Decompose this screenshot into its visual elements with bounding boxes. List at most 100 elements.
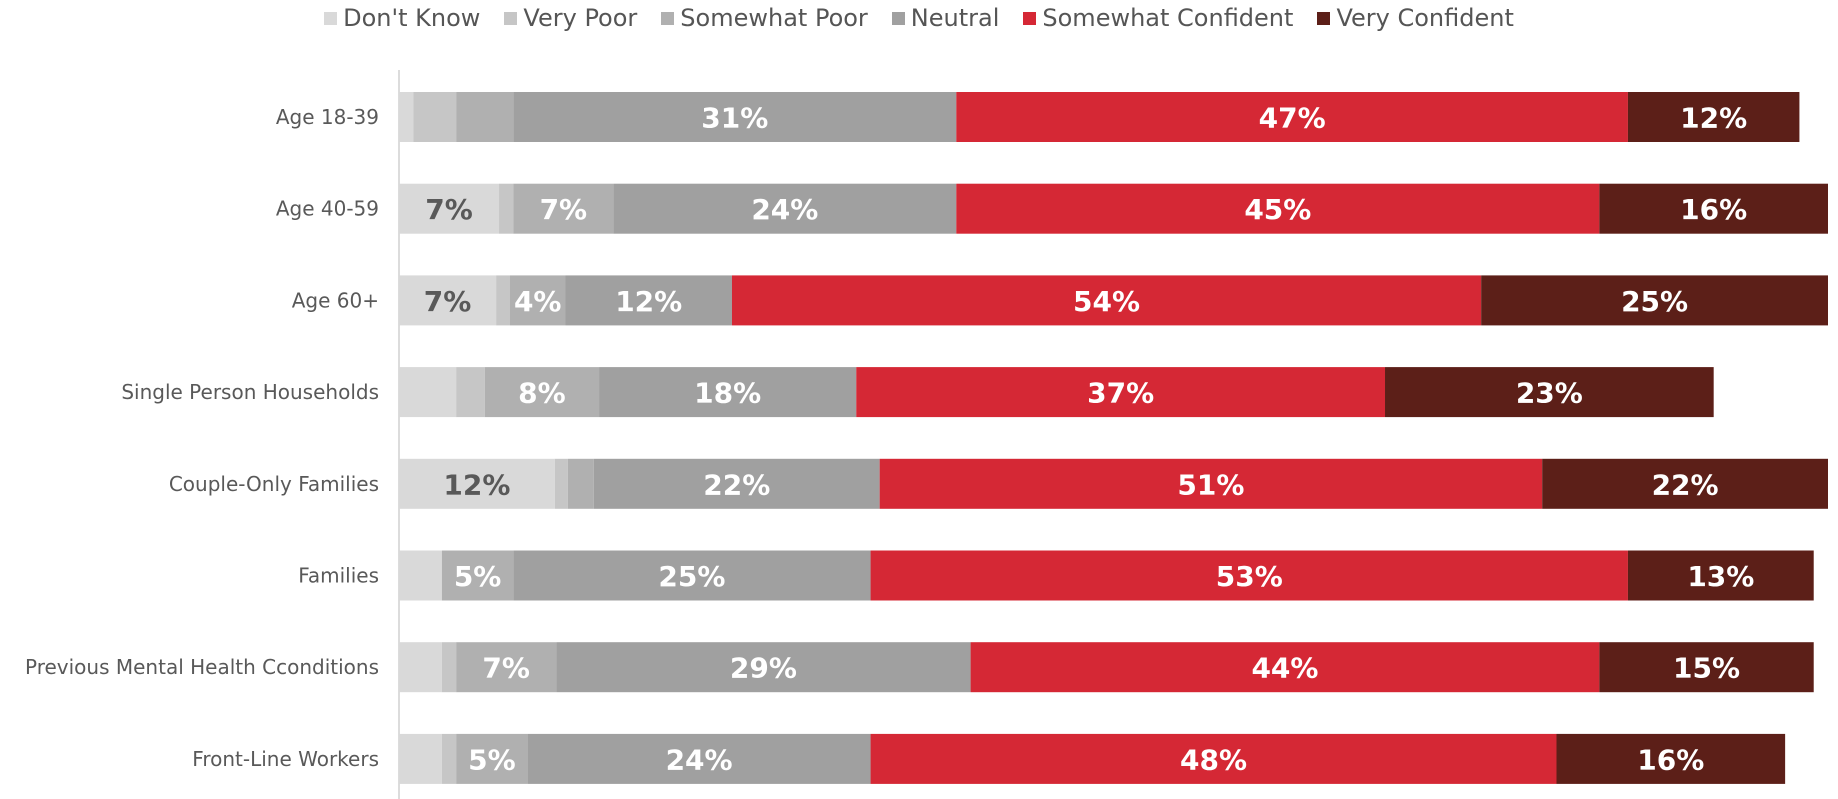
data-label: 7% [482,652,530,685]
category-label: Age 40-59 [276,197,379,221]
legend-label: Neutral [910,4,1000,32]
category-label: Couple-Only Families [169,472,379,496]
data-label: 16% [1680,193,1747,226]
bar-segment-don-t-know [399,367,457,418]
bar-segment-neutral [527,733,871,784]
bar-segment-very-confident [1542,458,1828,509]
legend-swatch-somewhat-confident [1023,11,1037,25]
bar-segment-very-poor [441,642,457,693]
category-label: Single Person Households [121,380,379,404]
category-label: Front-Line Workers [192,747,379,771]
bar-segment-don-t-know [399,733,442,784]
bar-segment-very-confident [1481,275,1828,326]
bar-segment-somewhat-confident [870,550,1628,601]
data-label: 51% [1177,468,1244,501]
legend-label: Very Confident [1336,4,1514,32]
legend-label: Somewhat Poor [680,4,868,32]
data-label: 24% [751,193,818,226]
data-label: 15% [1673,652,1740,685]
bar-segment-neutral [513,92,957,142]
bar-segment-very-confident [1627,92,1800,142]
bar-segment-very-poor [554,458,568,509]
bar-segment-somewhat-poor [456,642,557,693]
legend-swatch-very-poor [504,11,518,25]
data-label: 22% [1652,468,1719,501]
data-label: 18% [694,377,761,410]
bar-segment-somewhat-poor [513,183,614,234]
legend-item-don-t-know: Don't Know [324,4,480,32]
bar-segment-neutral [593,458,880,509]
data-label: 7% [424,285,472,318]
bar-segment-don-t-know [399,275,497,326]
legend-swatch-neutral [891,11,905,25]
legend: Don't Know Very Poor Somewhat Poor Neutral S… [0,4,1838,32]
category-label: Families [298,564,379,588]
bar-segment-don-t-know [399,183,500,234]
bar-segment-somewhat-confident [870,733,1557,784]
legend-swatch-very-confident [1317,11,1331,25]
bar-segment-neutral [513,550,871,601]
bar-segment-somewhat-poor [509,275,566,326]
category-label: Previous Mental Health Cconditions [25,655,379,679]
bar-segment-somewhat-confident [956,92,1628,142]
data-label: 7% [540,193,588,226]
data-label: 25% [658,560,725,593]
data-label: 13% [1687,560,1754,593]
bar-segment-somewhat-confident [856,367,1386,418]
bar-segment-very-confident [1627,550,1814,601]
data-label: 53% [1216,560,1283,593]
bar-segment-somewhat-poor [567,458,594,509]
bar-segment-somewhat-confident [731,275,1482,326]
bar-segment-don-t-know [399,550,442,601]
bar-segment-don-t-know [399,92,414,142]
data-label: 23% [1516,377,1583,410]
bar-segment-very-confident [1556,733,1786,784]
data-label: 12% [1680,102,1747,135]
legend-label: Don't Know [343,4,481,32]
data-label: 37% [1087,377,1154,410]
bar-segment-somewhat-confident [879,458,1543,509]
bar-segment-neutral [599,367,857,418]
legend-swatch-don-t-know [324,11,338,25]
bar-segment-very-poor [441,733,457,784]
data-label: 8% [518,377,566,410]
bar-segment-very-poor [499,183,514,234]
data-label: 12% [615,285,682,318]
legend-item-somewhat-poor: Somewhat Poor [661,4,868,32]
data-label: 12% [443,468,510,501]
category-label: Age 60+ [292,288,379,312]
legend-swatch-somewhat-poor [661,11,675,25]
data-label: 16% [1637,743,1704,776]
bar-segment-very-confident [1599,183,1828,234]
legend-item-very-confident: Very Confident [1317,4,1514,32]
legend-item-neutral: Neutral [891,4,1000,32]
bar-segment-very-confident [1385,367,1714,418]
bar-segment-neutral [556,642,971,693]
bar-segment-don-t-know [399,458,555,509]
legend-item-somewhat-confident: Somewhat Confident [1023,4,1293,32]
data-label: 24% [666,743,733,776]
bar-segment-somewhat-confident [956,183,1600,234]
bar-segment-very-poor [496,275,510,326]
category-label: Age 18-39 [276,105,379,129]
legend-item-very-poor: Very Poor [504,4,637,32]
data-label: 25% [1621,285,1688,318]
bar-segment-somewhat-poor [456,92,514,142]
bar-segment-somewhat-poor [441,550,514,601]
legend-label: Very Poor [523,4,638,32]
data-label: 48% [1180,743,1247,776]
data-label: 7% [425,193,473,226]
bar-segment-somewhat-poor [484,367,600,418]
data-label: 5% [468,743,516,776]
bar-segment-don-t-know [399,642,442,693]
data-label: 4% [514,285,562,318]
bar-segment-very-poor [413,92,457,142]
data-label: 29% [730,652,797,685]
data-label: 5% [454,560,502,593]
data-label: 47% [1259,102,1326,135]
bar-segment-neutral [565,275,732,326]
bar-segment-somewhat-confident [970,642,1600,693]
bar-segment-somewhat-poor [456,733,528,784]
data-label: 54% [1073,285,1140,318]
